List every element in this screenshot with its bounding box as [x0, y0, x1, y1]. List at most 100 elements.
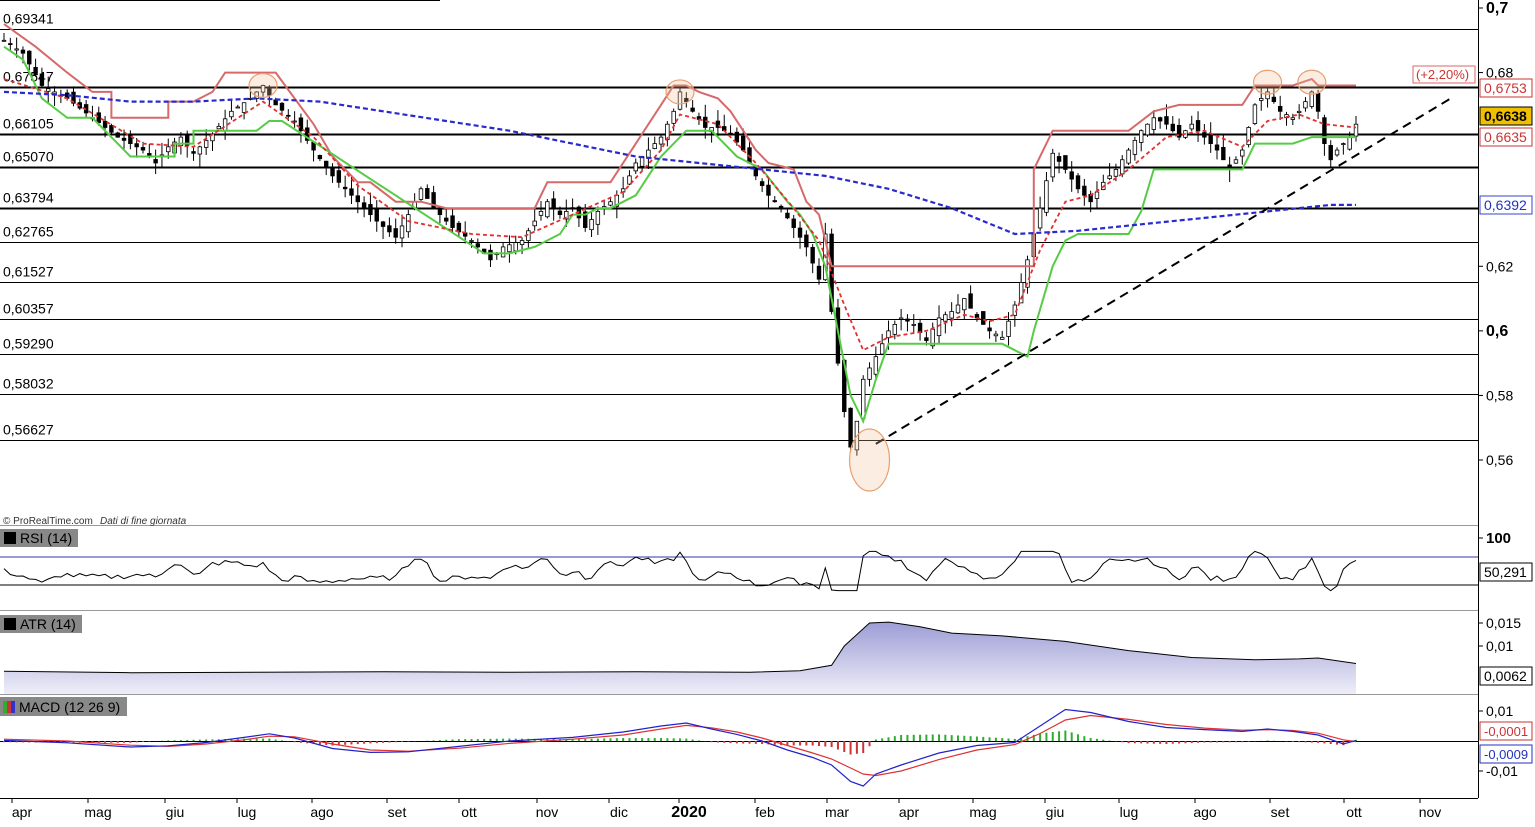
rsi-title-swatch: [4, 532, 16, 544]
candle-body: [1290, 117, 1296, 120]
right-label-text: 0,6638: [1484, 108, 1527, 124]
x-tick-label: dic: [610, 804, 628, 820]
candle-body: [538, 210, 544, 216]
candle-body: [1328, 145, 1333, 161]
candle-body: [936, 317, 942, 337]
candle-body: [1132, 139, 1138, 155]
candle-body: [20, 49, 26, 54]
source-note-sub: Dati di fine giornata: [100, 516, 187, 527]
candle-body: [1056, 156, 1062, 162]
candle-body: [816, 265, 822, 280]
y-tick-label: 0,56: [1486, 452, 1513, 468]
candle-body: [810, 246, 815, 264]
candle-body: [418, 188, 424, 200]
macd-last-box: [1479, 744, 1533, 764]
candle-body: [368, 204, 373, 216]
sma-slow-line: [3, 90, 1356, 236]
candle-body: [1341, 143, 1346, 146]
candle-body: [387, 225, 392, 233]
macd-swatch: [7, 701, 11, 713]
candle-body: [1347, 136, 1352, 150]
candle-body: [46, 88, 51, 92]
candle-body: [425, 188, 430, 199]
x-tick-label: feb: [755, 804, 775, 820]
candle-body: [336, 170, 342, 183]
candle-body: [1322, 117, 1327, 145]
candle-body: [191, 151, 196, 154]
candle-body: [1309, 91, 1314, 107]
candle-body: [829, 233, 834, 312]
x-tick-label: apr: [12, 804, 33, 820]
level-label: 0,62765: [3, 224, 54, 240]
candle-body: [450, 215, 455, 228]
x-tick-label: giu: [1046, 804, 1065, 820]
candle-body: [374, 207, 379, 222]
candle-body: [8, 43, 13, 45]
candle-body: [981, 311, 986, 325]
source-note: © ProRealTime.com: [3, 516, 93, 527]
candle-body: [1044, 180, 1049, 213]
right-label-box: [1479, 127, 1533, 147]
right-label-text: 0,6635: [1484, 129, 1527, 145]
candle-body: [298, 117, 304, 132]
atr-tick-label: 0,015: [1486, 615, 1521, 631]
level-label: 0,69341: [3, 11, 54, 27]
candle-body: [703, 116, 708, 128]
candle-body: [279, 102, 285, 111]
highlight-circle: [1297, 69, 1327, 95]
candle-body: [532, 220, 537, 227]
candle-body: [1151, 117, 1157, 130]
right-label-box: [1479, 195, 1533, 215]
candle-body: [1145, 123, 1150, 136]
candle-body: [1315, 92, 1321, 112]
candle-body: [1214, 144, 1220, 151]
stop-upper-line: [3, 23, 1356, 268]
candle-body: [740, 135, 746, 151]
x-tick-label: mag: [84, 804, 111, 820]
candle-body: [380, 221, 386, 227]
atr-tick-label: 0,01: [1486, 638, 1513, 654]
candle-body: [879, 343, 885, 355]
candle-body: [121, 137, 127, 141]
y-tick-label: 0,68: [1486, 65, 1513, 81]
candle-body: [128, 134, 133, 144]
candle-body: [286, 114, 291, 117]
candle-body: [1208, 133, 1213, 145]
candle-body: [1164, 116, 1169, 125]
candle-body: [1170, 123, 1175, 132]
candle-body: [1240, 149, 1245, 157]
x-tick-label: apr: [899, 804, 920, 820]
macd-tick-label: 0,01: [1486, 703, 1513, 719]
candle-body: [848, 407, 853, 448]
macd-swatch: [11, 701, 15, 713]
candle-body: [627, 175, 632, 185]
candle-body: [595, 210, 601, 225]
candle-body: [652, 143, 657, 149]
candle-body: [955, 304, 961, 314]
macd-tick-label: -0,01: [1486, 763, 1518, 779]
candle-body: [134, 143, 139, 148]
candle-body: [241, 102, 247, 113]
x-tick-label: mag: [969, 804, 996, 820]
candle-body: [349, 188, 354, 196]
candle-body: [1107, 175, 1112, 180]
candle-body: [342, 186, 348, 190]
candle-body: [96, 112, 101, 124]
candle-body: [229, 110, 234, 118]
candle-body: [766, 184, 771, 196]
x-tick-label: ago: [1193, 804, 1217, 820]
candle-body: [475, 243, 481, 248]
rsi-title: RSI (14): [20, 530, 72, 546]
candle-body: [507, 244, 512, 253]
candle-body: [140, 147, 146, 151]
right-value-label: (+2,20%): [1412, 65, 1476, 84]
y-tick-label: 0,58: [1486, 387, 1513, 403]
candle-body: [1353, 123, 1359, 137]
right-value-label: 0,6392: [1479, 195, 1533, 215]
candle-body: [267, 88, 272, 96]
candle-body: [235, 106, 240, 109]
right-label-box: [1479, 106, 1533, 126]
level-label: 0,58032: [3, 376, 54, 392]
right-label-text: 0,6392: [1484, 197, 1527, 213]
candle-body: [406, 214, 411, 233]
